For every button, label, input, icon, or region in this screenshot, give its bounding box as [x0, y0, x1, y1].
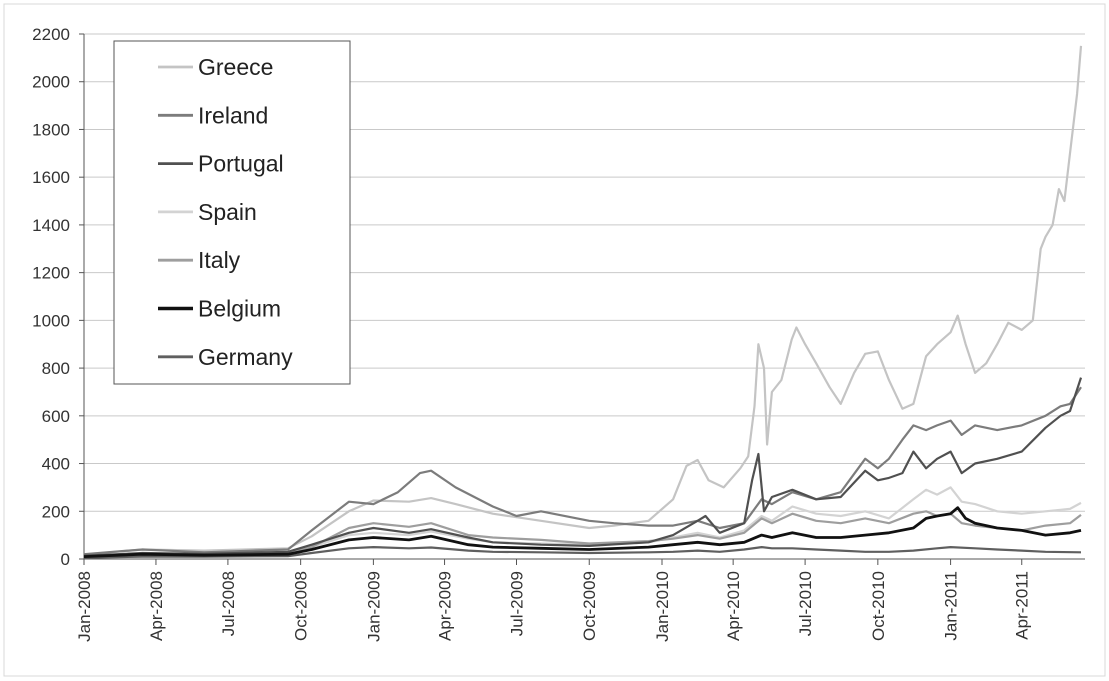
y-tick-label: 1600: [32, 168, 70, 187]
legend-label: Spain: [198, 199, 257, 225]
legend-label: Portugal: [198, 151, 284, 177]
series-line-portugal: [83, 377, 1083, 557]
series-line-spain: [83, 486, 1082, 557]
y-tick-label: 1400: [32, 216, 70, 235]
legend-label: Greece: [198, 54, 273, 80]
series-line-germany: [83, 546, 1082, 559]
y-tick-label: 600: [42, 407, 70, 426]
y-tick-label: 0: [61, 550, 70, 569]
legend-label: Belgium: [198, 296, 281, 322]
y-tick-label: 400: [42, 455, 70, 474]
legend: Greece Ireland Portugal Spain Italy Belgium Ge…: [113, 40, 351, 385]
legend-label: Italy: [198, 247, 241, 273]
y-axis: 0 200 400 600 800 1000 1200 1400 1600 1800 2000 220…: [32, 25, 85, 569]
series-line-belgium: [83, 506, 1082, 558]
series-line-ireland: [83, 386, 1082, 556]
x-tick-label: Apr-2011: [1013, 571, 1032, 640]
x-tick-label: Jan-2011: [942, 571, 961, 641]
x-tick-label: Jan-2010: [653, 571, 672, 642]
x-tick-label: Jan-2008: [75, 571, 94, 642]
x-tick-label: Oct-2010: [869, 571, 888, 641]
y-tick-label: 1200: [32, 264, 70, 283]
y-tick-label: 2200: [32, 25, 70, 44]
x-axis: Jan-2008 Apr-2008 Jul-2008 Oct-2008 Jan-2009…: [75, 558, 1085, 642]
y-tick-label: 800: [42, 359, 70, 378]
x-tick-label: Apr-2008: [147, 571, 166, 641]
x-tick-label: Jan-2009: [364, 571, 383, 642]
x-tick-label: Apr-2010: [724, 571, 743, 641]
y-tick-label: 200: [42, 502, 70, 521]
legend-box: [113, 40, 351, 385]
series-line-italy: [83, 510, 1082, 558]
legend-label: Ireland: [198, 102, 268, 128]
x-tick-label: Apr-2009: [436, 571, 455, 641]
x-tick-label: Jul-2010: [796, 571, 815, 636]
y-tick-label: 1800: [32, 120, 70, 139]
y-tick-label: 2000: [32, 73, 70, 92]
plot-area-border: [3, 3, 1106, 677]
y-tick-label: 1000: [32, 311, 70, 330]
x-tick-label: Jul-2009: [508, 571, 527, 636]
x-tick-label: Oct-2008: [292, 571, 311, 641]
legend-label: Germany: [198, 344, 293, 370]
x-tick-label: Jul-2008: [219, 571, 238, 636]
series-lines: [83, 45, 1083, 559]
x-tick-label: Oct-2009: [580, 571, 599, 641]
series-line-greece: [83, 45, 1083, 556]
